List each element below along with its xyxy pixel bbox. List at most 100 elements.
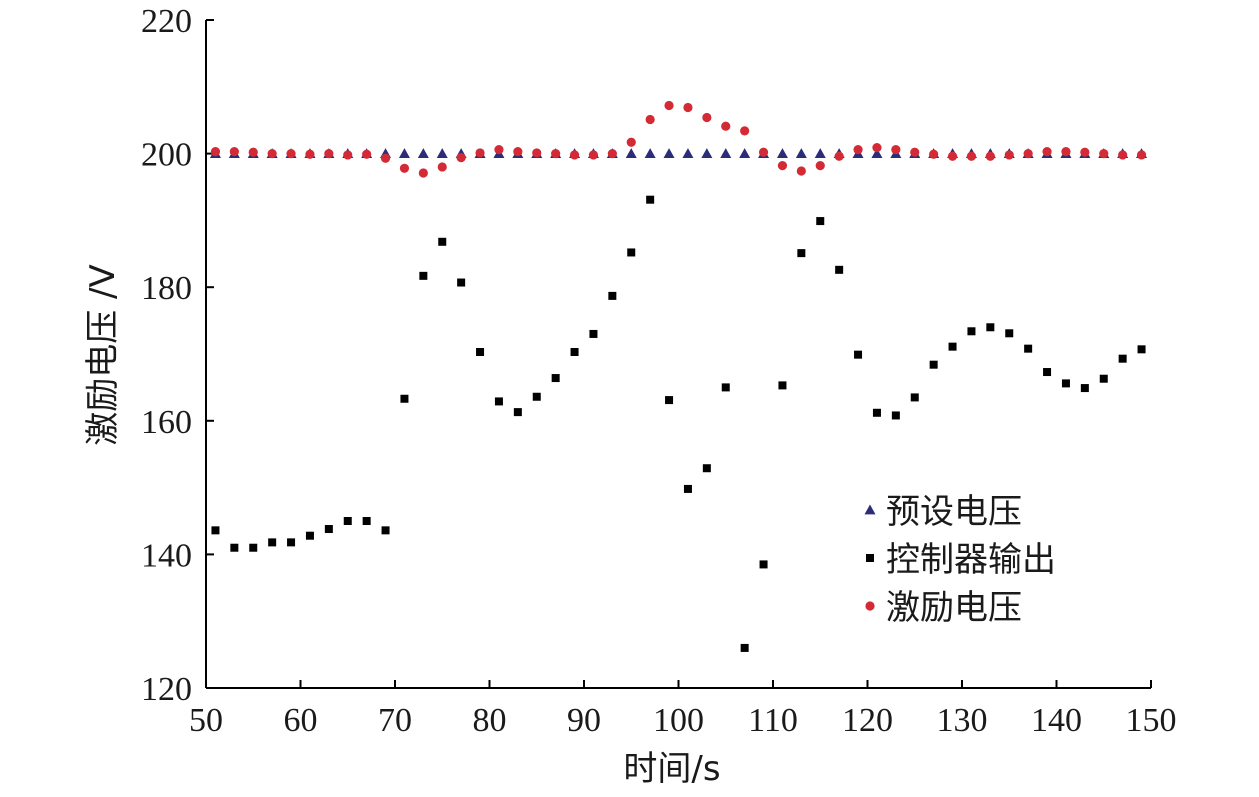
data-point <box>702 112 712 123</box>
data-point <box>646 195 655 204</box>
data-marks <box>209 100 1148 652</box>
x-tick-label: 110 <box>748 702 798 739</box>
data-point <box>663 148 675 158</box>
data-point <box>436 148 448 158</box>
data-point <box>1024 344 1033 353</box>
data-point <box>701 148 713 158</box>
data-point <box>588 150 599 160</box>
series-2 <box>211 195 1146 652</box>
data-point <box>381 526 390 535</box>
data-point <box>513 408 522 417</box>
data-point <box>721 121 731 131</box>
legend-marker <box>865 601 875 611</box>
data-point <box>437 162 447 172</box>
data-point <box>494 144 504 155</box>
data-point <box>456 153 466 163</box>
data-point <box>910 147 920 157</box>
data-point <box>644 148 656 158</box>
data-point <box>400 394 409 403</box>
data-point <box>1042 146 1052 157</box>
y-tick-label: 220 <box>141 3 192 40</box>
data-point <box>230 543 239 552</box>
data-point <box>739 148 751 158</box>
x-tick-label: 80 <box>473 702 507 739</box>
data-point <box>778 381 787 390</box>
data-point <box>891 411 900 420</box>
x-tick-label: 90 <box>567 702 601 739</box>
data-point <box>1137 345 1146 354</box>
y-tick-label: 120 <box>141 671 192 708</box>
data-point <box>286 149 296 159</box>
data-point <box>418 168 428 178</box>
data-point <box>967 327 976 336</box>
data-point <box>891 144 901 155</box>
data-point <box>249 543 258 552</box>
data-point <box>607 149 617 159</box>
data-point <box>362 149 372 159</box>
data-point <box>665 396 674 405</box>
data-point <box>720 148 732 158</box>
ticks: 50 60 70 80 90 100 110 120 130 140 150 120 140 160 180… <box>141 3 1177 739</box>
data-point <box>929 360 938 369</box>
data-point <box>910 393 919 402</box>
data-point <box>1061 379 1070 388</box>
data-point <box>305 531 314 540</box>
y-tick-label: 200 <box>141 137 192 174</box>
y-tick-label: 160 <box>141 404 192 441</box>
data-point <box>305 149 315 159</box>
data-point <box>551 374 560 383</box>
data-point <box>267 149 277 159</box>
data-point <box>814 148 826 158</box>
legend-label: 控制器输出 <box>886 540 1056 580</box>
y-axis-title: 激励电压 /V <box>83 264 123 446</box>
data-point <box>853 144 863 155</box>
data-point <box>589 329 598 338</box>
x-axis-title: 时间/s <box>623 749 720 789</box>
data-point <box>625 148 637 158</box>
data-point <box>551 149 561 159</box>
data-point <box>985 151 995 161</box>
data-point <box>475 148 485 158</box>
data-point <box>229 146 239 157</box>
data-point <box>815 161 825 171</box>
data-point <box>1005 329 1014 338</box>
x-tick-label: 120 <box>842 702 893 739</box>
data-point <box>795 148 807 158</box>
data-point <box>796 166 806 176</box>
data-point <box>1023 149 1033 159</box>
legend-label: 激励电压 <box>886 588 1022 628</box>
data-point <box>1136 150 1147 160</box>
x-tick-label: 150 <box>1126 702 1177 739</box>
data-point <box>268 538 277 547</box>
x-tick-label: 140 <box>1031 702 1082 739</box>
data-point <box>797 249 806 258</box>
data-point <box>683 484 692 493</box>
data-point <box>343 517 352 525</box>
y-tick-label: 180 <box>141 270 192 307</box>
data-point <box>948 342 957 351</box>
data-point <box>626 137 636 147</box>
data-point <box>380 153 391 163</box>
legend-marker <box>866 554 874 562</box>
data-point <box>211 526 220 535</box>
x-tick-label: 100 <box>653 702 704 739</box>
data-point <box>608 291 617 300</box>
data-point <box>947 151 958 161</box>
data-point <box>287 538 296 547</box>
data-point <box>683 102 693 113</box>
data-point <box>682 148 694 158</box>
data-point <box>362 517 371 525</box>
data-point <box>399 163 410 173</box>
data-point <box>513 146 523 157</box>
data-point <box>986 323 995 332</box>
data-point <box>569 150 580 160</box>
data-point <box>1080 384 1089 393</box>
data-point <box>1061 146 1071 157</box>
x-tick-label: 60 <box>284 702 318 739</box>
data-point <box>871 148 883 158</box>
data-point <box>324 149 334 159</box>
data-point <box>398 148 410 158</box>
legend-label: 预设电压 <box>886 492 1022 532</box>
